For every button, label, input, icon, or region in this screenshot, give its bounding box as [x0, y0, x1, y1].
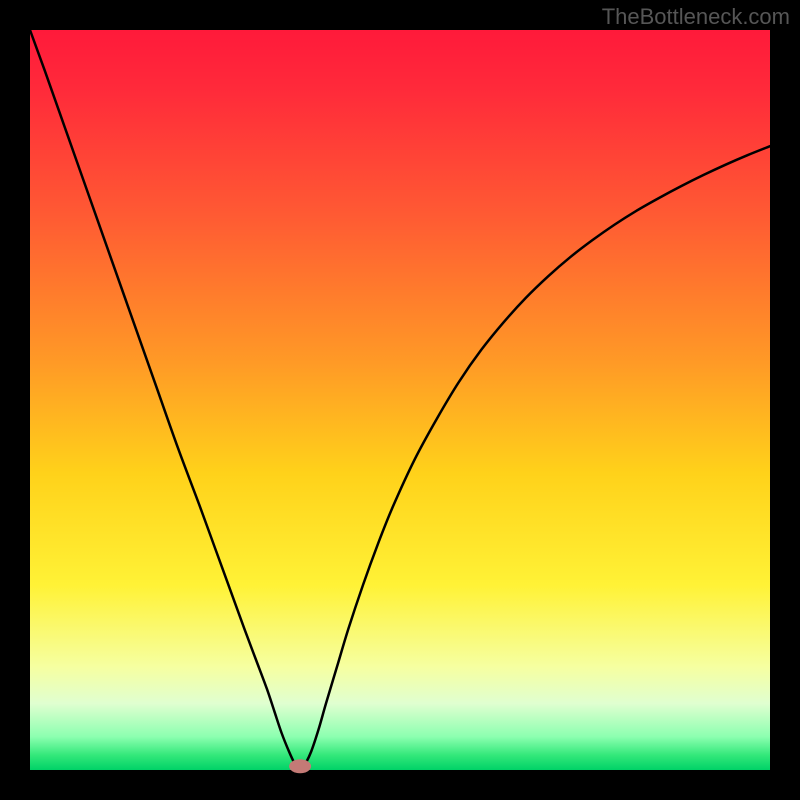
optimal-point-marker — [289, 759, 311, 773]
watermark-text: TheBottleneck.com — [602, 4, 790, 30]
plot-area — [30, 30, 770, 770]
bottleneck-chart — [0, 0, 800, 800]
